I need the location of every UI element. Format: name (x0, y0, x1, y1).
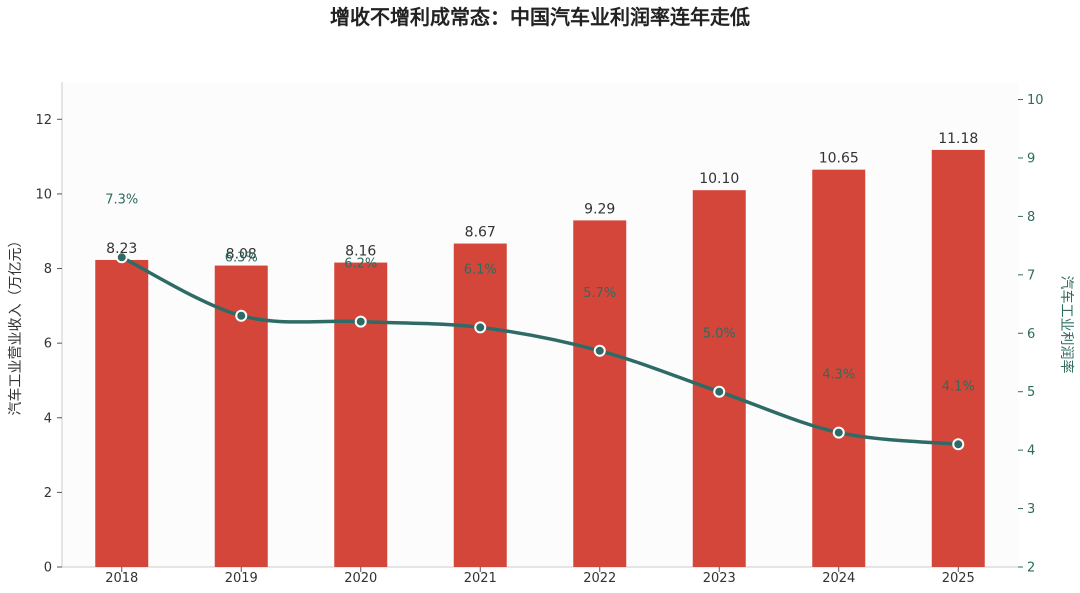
line-value-label: 6.3% (225, 251, 258, 266)
y-right-tick-label: 6 (1027, 327, 1035, 342)
line-point (713, 385, 726, 398)
chart-title: 增收不增利成常态：中国汽车业利润率连年走低 (330, 5, 750, 29)
line-value-label: 4.3% (822, 368, 855, 383)
y-right-tick-label: 2 (1027, 561, 1035, 576)
line-point (474, 321, 487, 334)
profit-line (115, 251, 965, 451)
y-right-tick-label: 9 (1027, 151, 1035, 166)
y-right-tick-label: 5 (1027, 385, 1035, 400)
y-right-tick-label: 3 (1027, 502, 1035, 517)
bar-value-label: 8.08 (226, 247, 257, 263)
plot-background (62, 82, 1018, 567)
line-value-label: 4.1% (942, 379, 975, 394)
y-right-tick-label: 10 (1027, 93, 1044, 108)
y-left-tick-label: 12 (35, 113, 52, 128)
x-tick-label: 2020 (344, 571, 377, 586)
y-right-tick-label: 8 (1027, 210, 1035, 225)
y-left-tick-label: 4 (44, 411, 52, 426)
y-right-tick-label: 7 (1027, 268, 1035, 283)
line-value-label: 6.1% (464, 262, 497, 277)
bar (453, 243, 507, 568)
y-left-tick-label: 0 (44, 561, 52, 576)
y-left-tick-label: 6 (44, 337, 52, 352)
x-tick-label: 2025 (942, 571, 975, 586)
line-point (593, 344, 606, 357)
profit-line-path (120, 255, 960, 447)
line-point (952, 438, 965, 451)
bar (812, 169, 866, 567)
bar (931, 149, 985, 567)
bars (95, 149, 985, 568)
y-left-tick-label: 2 (44, 486, 52, 501)
bar-value-label: 10.10 (699, 171, 739, 187)
bar-value-label: 10.65 (819, 151, 859, 167)
line-value-label: 5.7% (583, 286, 616, 301)
x-tick-label: 2024 (822, 571, 855, 586)
x-tick-label: 2018 (105, 571, 138, 586)
x-tick-label: 2019 (225, 571, 258, 586)
y-left-tick-label: 10 (35, 187, 52, 202)
x-tick-label: 2023 (703, 571, 736, 586)
x-tick-label: 2022 (583, 571, 616, 586)
bar (573, 220, 627, 567)
bar (692, 190, 746, 567)
line-value-label: 6.2% (344, 257, 377, 272)
axes: 0 2 4 6 8 10 12 2 3 4 5 6 7 8 9 10 2018 2019 2020 2021 2022 2… (35, 82, 1044, 586)
line-value-label: 5.0% (703, 327, 736, 342)
bar-value-label: 8.23 (106, 241, 137, 257)
y-axis-right-label: 汽车工业利润率 (1058, 276, 1075, 374)
bar (95, 259, 149, 567)
bar-value-label: 9.29 (584, 201, 615, 217)
line-point (235, 309, 248, 322)
bar-value-label: 8.16 (345, 244, 376, 260)
y-axis-left-label: 汽车工业营业收入（万亿元） (7, 234, 24, 416)
line-value-label: 7.3% (105, 192, 138, 207)
y-left-tick-label: 8 (44, 262, 52, 277)
data-labels: 8.23 8.08 8.16 8.67 9.29 10.10 10.65 11.18 7.3% 6… (105, 131, 978, 394)
y-right-tick-label: 4 (1027, 444, 1035, 459)
bar (334, 262, 388, 567)
bar-value-label: 8.67 (465, 225, 496, 241)
line-point (832, 426, 845, 439)
bar-value-label: 11.18 (938, 131, 978, 147)
line-point (115, 251, 128, 264)
line-point (354, 315, 367, 328)
x-tick-label: 2021 (464, 571, 497, 586)
